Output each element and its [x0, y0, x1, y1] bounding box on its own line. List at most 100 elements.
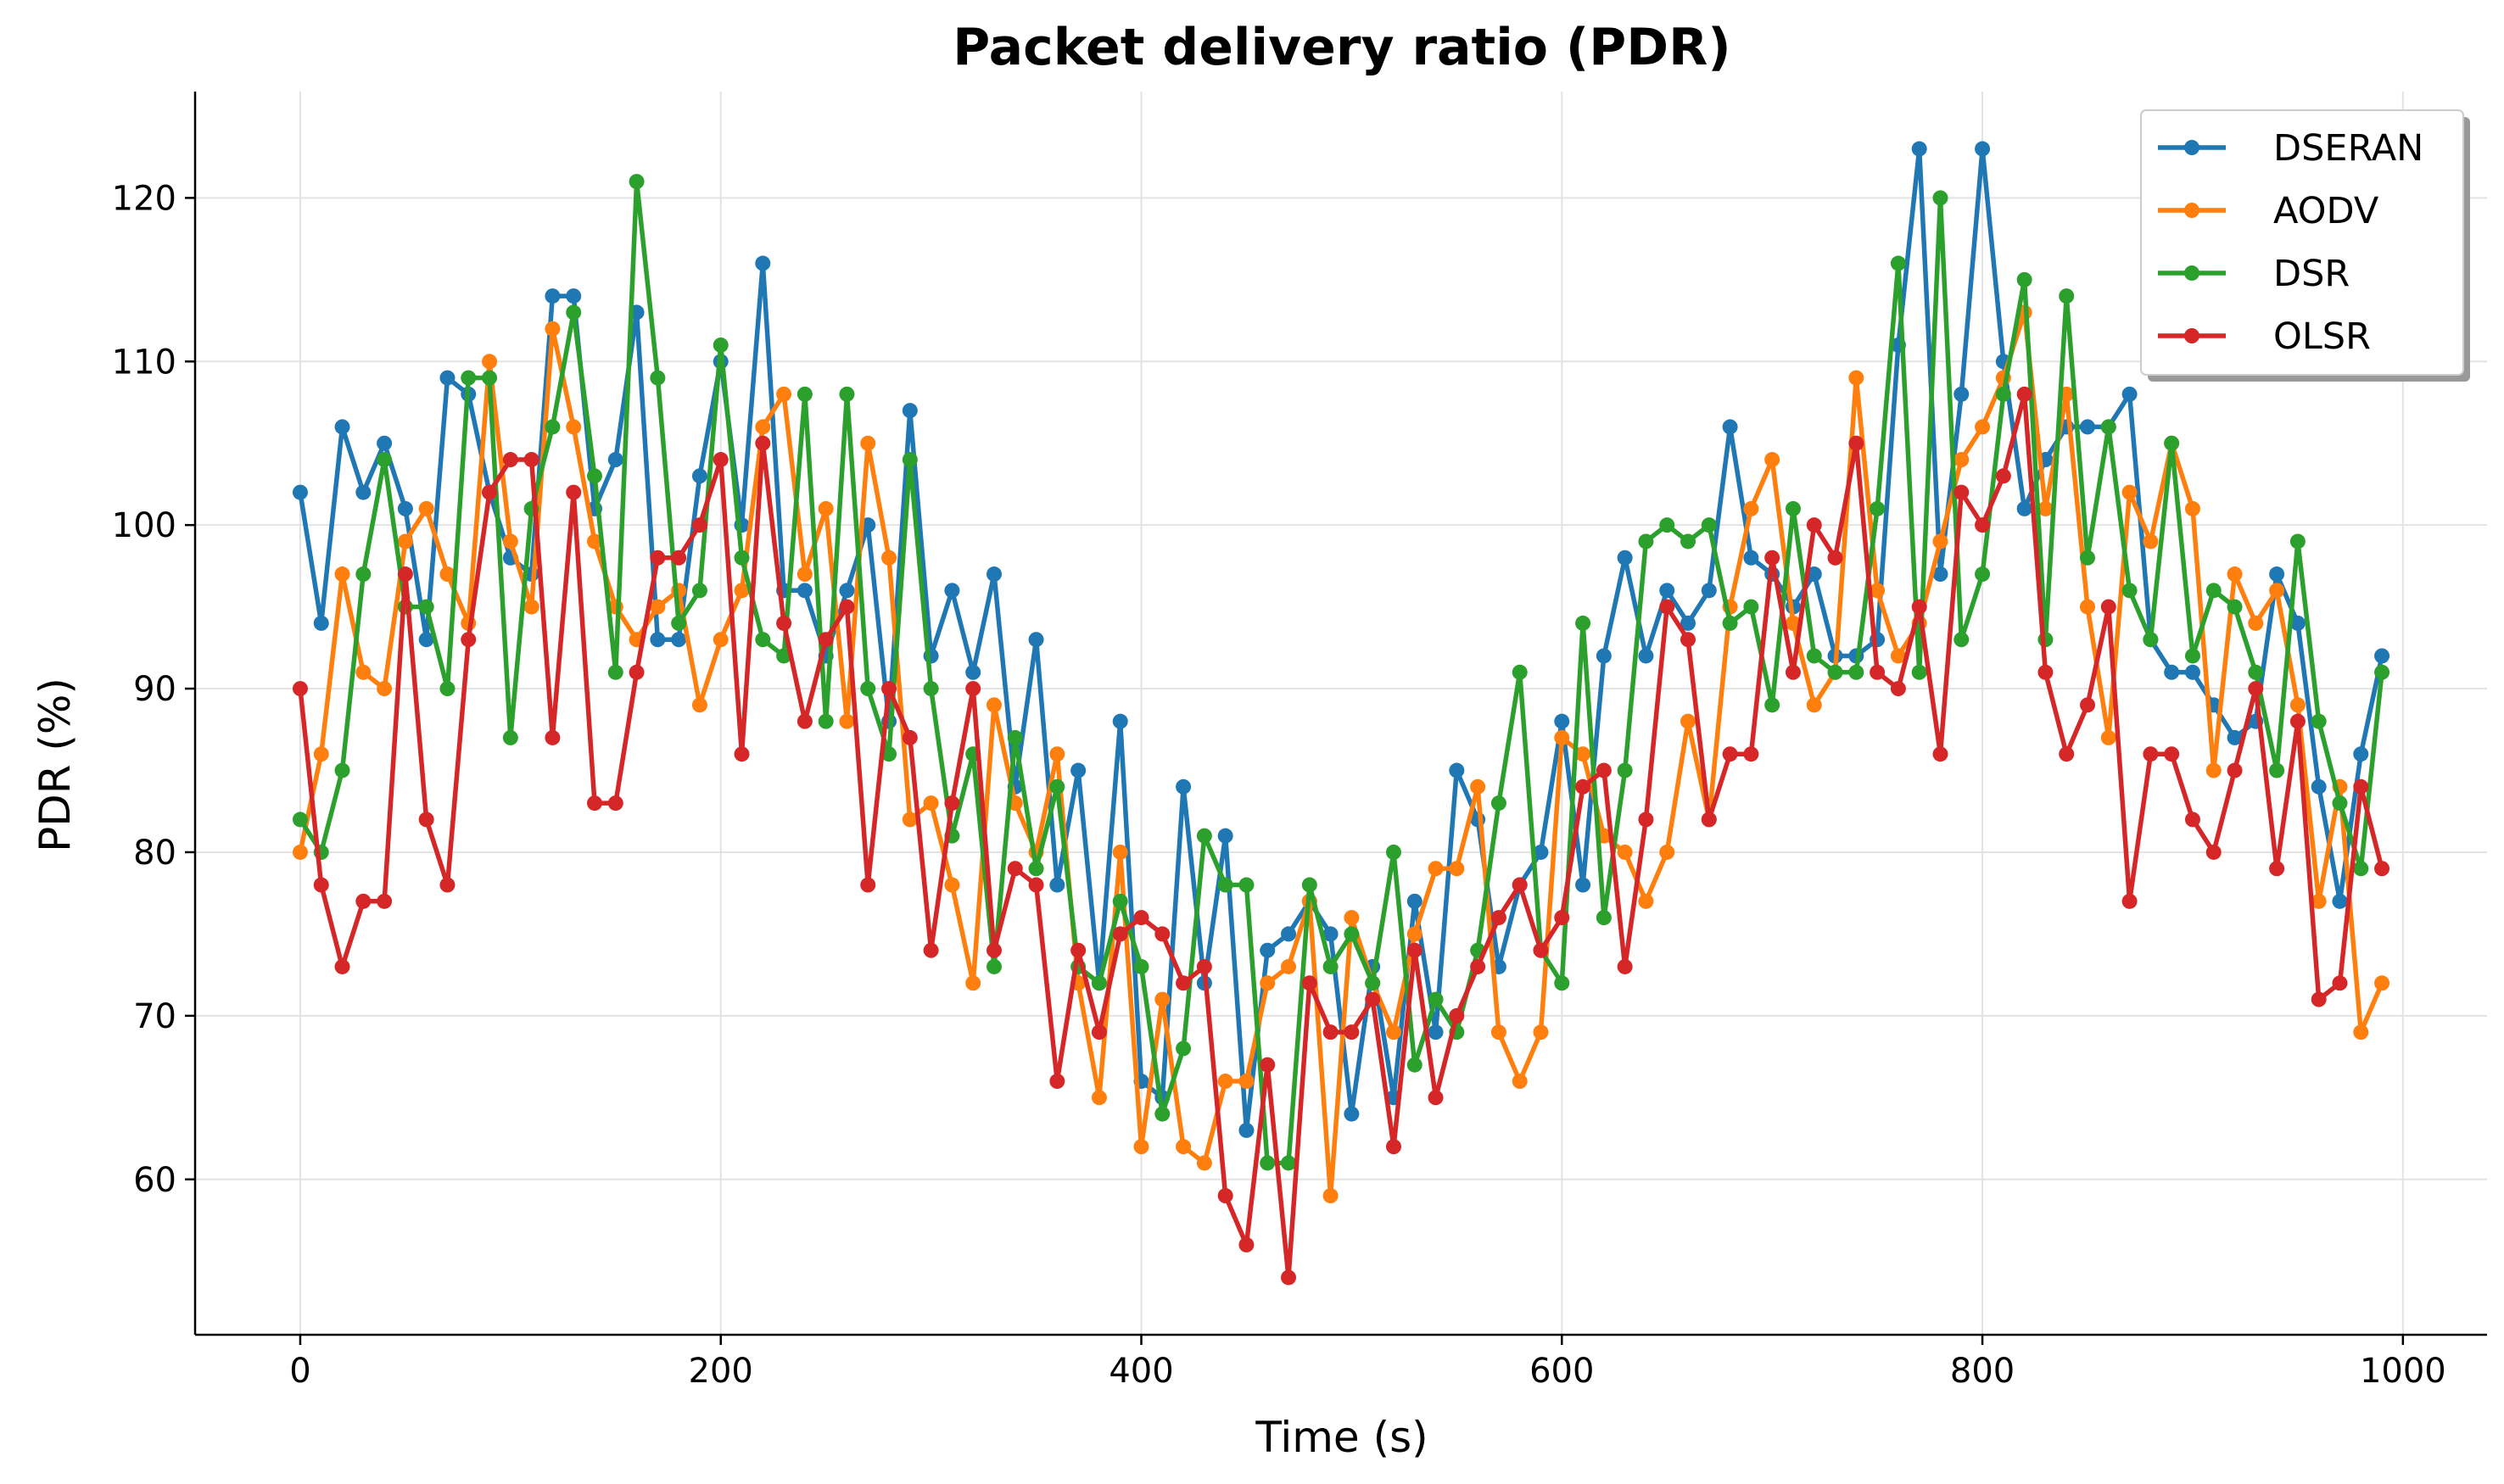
chart-title: Packet delivery ratio (PDR)	[953, 18, 1730, 77]
data-point-aodv	[2037, 500, 2054, 516]
data-point-dseran	[944, 583, 960, 599]
data-point-aodv	[418, 500, 434, 516]
data-point-dsr	[1554, 975, 1570, 991]
data-point-aodv	[1764, 452, 1780, 468]
data-point-dsr	[439, 681, 456, 697]
data-point-dsr	[586, 468, 602, 484]
y-axis-label: PDR (%)	[31, 678, 80, 852]
data-point-olsr	[2289, 713, 2306, 729]
data-point-dsr	[1049, 778, 1065, 795]
data-point-dseran	[1554, 713, 1570, 729]
data-point-olsr	[1554, 910, 1570, 926]
data-point-dsr	[2332, 795, 2348, 812]
data-point-dseran	[1112, 713, 1128, 729]
data-point-olsr	[650, 550, 666, 566]
data-point-olsr	[1827, 550, 1843, 566]
y-tick-label: 120	[112, 179, 176, 218]
data-point-aodv	[860, 435, 876, 451]
data-point-dsr	[2269, 762, 2285, 778]
data-point-dsr	[1575, 615, 1591, 631]
series-dsr	[292, 174, 2390, 1171]
data-point-aodv	[1091, 1090, 1107, 1106]
data-point-dseran	[1533, 844, 1549, 860]
data-point-dseran	[1449, 762, 1465, 778]
data-point-aodv	[1848, 370, 1864, 386]
x-tick-label: 1000	[2360, 1352, 2446, 1391]
data-point-aodv	[902, 812, 918, 828]
data-point-dseran	[566, 288, 582, 304]
data-point-olsr	[2080, 697, 2096, 713]
data-point-aodv	[796, 566, 813, 583]
data-point-aodv	[1890, 648, 1906, 664]
data-point-aodv	[2311, 893, 2327, 909]
data-point-olsr	[1406, 942, 1422, 958]
legend-marker-dseran	[2184, 140, 2199, 155]
data-point-olsr	[2205, 844, 2222, 860]
data-point-dsr	[482, 370, 498, 386]
data-point-olsr	[2016, 386, 2032, 402]
data-point-olsr	[334, 958, 350, 974]
data-point-olsr	[1007, 861, 1023, 877]
data-point-dseran	[1806, 566, 1822, 583]
data-point-dsr	[1007, 729, 1023, 745]
data-point-olsr	[397, 566, 413, 583]
data-point-olsr	[2143, 746, 2159, 762]
data-point-dseran	[2016, 500, 2032, 516]
data-point-dsr	[1975, 566, 1991, 583]
data-point-aodv	[566, 419, 582, 435]
data-point-olsr	[2269, 861, 2285, 877]
data-point-dsr	[1512, 664, 1528, 680]
data-point-dsr	[1428, 991, 1444, 1007]
tick-labels: 0 200 400 600 800 1000 60 70 80 90 100 110 120	[112, 179, 2446, 1391]
data-point-aodv	[1406, 926, 1422, 942]
data-point-olsr	[1091, 1024, 1107, 1040]
data-point-olsr	[2164, 746, 2180, 762]
data-point-dsr	[2121, 583, 2138, 599]
legend-label-dseran: DSERAN	[2273, 127, 2423, 170]
data-point-dseran	[1049, 877, 1065, 893]
data-point-dseran	[1659, 583, 1675, 599]
data-point-dseran	[1406, 893, 1422, 909]
data-point-dseran	[2080, 419, 2096, 435]
data-point-dseran	[397, 500, 413, 516]
data-point-dsr	[1301, 877, 1317, 893]
data-point-olsr	[1322, 1024, 1339, 1040]
data-point-dseran	[1680, 615, 1696, 631]
data-point-dseran	[1260, 942, 1276, 958]
data-point-dsr	[860, 681, 876, 697]
data-point-dsr	[650, 370, 666, 386]
data-point-dseran	[1701, 583, 1717, 599]
data-point-dsr	[1322, 958, 1339, 974]
data-point-dsr	[1848, 664, 1864, 680]
data-point-dsr	[1638, 533, 1654, 550]
data-point-dsr	[1827, 664, 1843, 680]
data-point-dsr	[1743, 599, 1759, 615]
data-point-dseran	[1070, 762, 1087, 778]
data-point-aodv	[1470, 778, 1486, 795]
data-point-olsr	[1365, 991, 1381, 1007]
data-point-dseran	[2269, 566, 2285, 583]
data-point-olsr	[1680, 632, 1696, 648]
data-point-aodv	[1617, 844, 1633, 860]
data-point-dsr	[1365, 975, 1381, 991]
data-point-olsr	[502, 452, 518, 468]
data-point-aodv	[1975, 419, 1991, 435]
data-point-olsr	[2374, 861, 2390, 877]
data-point-dsr	[2184, 648, 2200, 664]
data-point-olsr	[545, 729, 561, 745]
data-point-olsr	[944, 795, 960, 812]
data-point-olsr	[860, 877, 876, 893]
data-point-dsr	[1722, 615, 1738, 631]
data-point-olsr	[482, 484, 498, 500]
data-point-dseran	[607, 452, 623, 468]
data-point-olsr	[2121, 893, 2138, 909]
data-point-aodv	[1260, 975, 1276, 991]
data-point-olsr	[923, 942, 939, 958]
data-point-dsr	[1701, 517, 1717, 533]
data-point-dseran	[1428, 1024, 1444, 1040]
series-line-olsr	[298, 392, 2384, 1280]
data-point-olsr	[1281, 1269, 1297, 1286]
legend-marker-dsr	[2184, 265, 2199, 281]
data-point-dsr	[1028, 861, 1044, 877]
